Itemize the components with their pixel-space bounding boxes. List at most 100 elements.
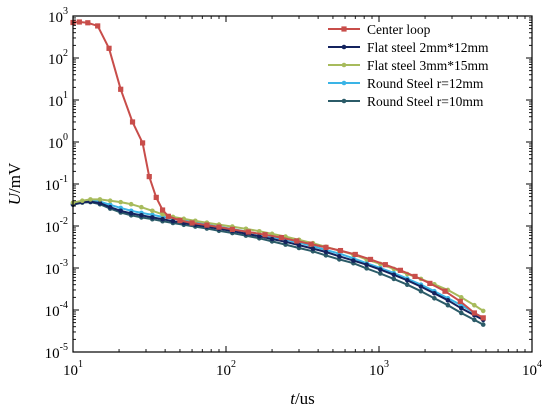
data-point <box>382 262 388 268</box>
data-point <box>118 86 124 92</box>
series-layer <box>70 19 486 327</box>
data-point <box>352 251 358 258</box>
legend-label: Round Steel r=12mm <box>367 76 484 91</box>
data-point <box>336 253 342 259</box>
y-axis-variable: U <box>5 191 24 205</box>
data-point <box>397 267 404 273</box>
data-point <box>418 284 424 289</box>
x-tick-exponent: 1 <box>78 359 83 370</box>
data-point <box>432 290 437 296</box>
data-point <box>351 258 356 263</box>
data-point <box>378 267 383 272</box>
data-point <box>256 228 262 234</box>
data-point <box>189 220 195 226</box>
y-tick-label: 10-4 <box>45 300 68 320</box>
y-axis-label: U/mV <box>5 162 24 205</box>
data-point <box>118 208 123 214</box>
data-point <box>76 19 82 25</box>
data-point <box>391 272 397 278</box>
data-point <box>458 305 464 311</box>
y-tick-base: 10 <box>48 52 63 68</box>
data-point <box>139 212 144 218</box>
data-point <box>181 216 187 222</box>
data-point <box>97 200 103 206</box>
y-tick-exponent: 1 <box>63 90 68 101</box>
data-point <box>170 218 176 224</box>
y-tick-label: 100 <box>48 132 68 152</box>
data-point <box>308 241 314 247</box>
data-point <box>480 315 486 321</box>
data-point <box>364 262 369 267</box>
data-point <box>364 266 369 271</box>
y-tick-exponent: 2 <box>63 48 68 59</box>
y-tick-base: 10 <box>45 346 60 362</box>
data-point <box>128 201 134 207</box>
data-point <box>153 194 159 200</box>
y-tick-exponent: -2 <box>60 216 68 227</box>
data-point <box>404 282 410 288</box>
data-point <box>269 236 275 242</box>
y-axis-unit: /mV <box>5 162 24 193</box>
series-line <box>72 199 484 319</box>
series-1 <box>70 199 486 323</box>
y-tick-exponent: 3 <box>63 6 68 17</box>
data-point <box>229 226 235 232</box>
data-point <box>283 239 288 245</box>
y-tick-base: 10 <box>48 136 63 152</box>
data-point <box>412 273 418 280</box>
data-point <box>165 213 171 219</box>
x-tick-base: 10 <box>216 363 231 379</box>
data-point <box>160 216 165 222</box>
x-tick-label: 104 <box>522 359 542 379</box>
legend: Center loop Flat steel 2mm*12mm Flat steel… <box>328 22 489 109</box>
x-axis-unit: /us <box>295 389 315 408</box>
y-tick-label: 102 <box>48 48 68 68</box>
series-line <box>72 21 484 319</box>
data-point <box>458 295 464 300</box>
legend-label: Center loop <box>367 22 431 37</box>
x-tick-exponent: 4 <box>537 359 542 370</box>
data-point <box>150 208 155 214</box>
x-tick-label: 103 <box>369 359 389 379</box>
data-point <box>107 204 113 210</box>
x-tick-label: 101 <box>63 359 83 379</box>
data-point <box>323 253 329 258</box>
data-point <box>159 207 166 213</box>
legend-label: Flat steel 2mm*12mm <box>367 40 489 55</box>
y-tick-exponent: -4 <box>60 300 68 311</box>
y-tick-exponent: 0 <box>63 132 68 143</box>
data-point <box>296 242 302 248</box>
series-line <box>72 201 484 326</box>
data-point <box>160 211 165 217</box>
data-point <box>337 247 344 254</box>
x-tick-exponent: 2 <box>231 359 236 370</box>
tick-layer: 101 102 103 10410-510-410-310-210-110010110… <box>45 6 542 379</box>
x-tick-base: 10 <box>369 363 384 379</box>
data-point <box>294 238 300 244</box>
data-point <box>107 198 113 204</box>
legend-marker <box>341 80 347 86</box>
y-tick-base: 10 <box>45 262 60 278</box>
data-point <box>106 45 112 51</box>
y-tick-label: 10-1 <box>45 174 68 194</box>
data-point <box>480 322 486 327</box>
legend-label: Flat steel 3mm*15mm <box>367 58 489 73</box>
data-point <box>97 197 103 202</box>
data-point <box>432 295 437 301</box>
y-tick-exponent: -3 <box>60 258 68 269</box>
x-axis-label: t/us <box>290 389 315 408</box>
legend-label: Round Steel r=10mm <box>367 94 484 109</box>
data-point <box>95 23 101 29</box>
data-point <box>256 233 262 239</box>
data-point <box>118 199 123 205</box>
y-tick-label: 10-3 <box>45 258 68 278</box>
data-point <box>150 215 155 220</box>
data-point <box>245 229 251 235</box>
legend-marker <box>341 62 347 68</box>
y-tick-base: 10 <box>45 178 60 194</box>
data-point <box>139 140 146 146</box>
data-point <box>418 288 424 294</box>
series-4 <box>70 199 486 327</box>
y-tick-base: 10 <box>48 10 63 26</box>
